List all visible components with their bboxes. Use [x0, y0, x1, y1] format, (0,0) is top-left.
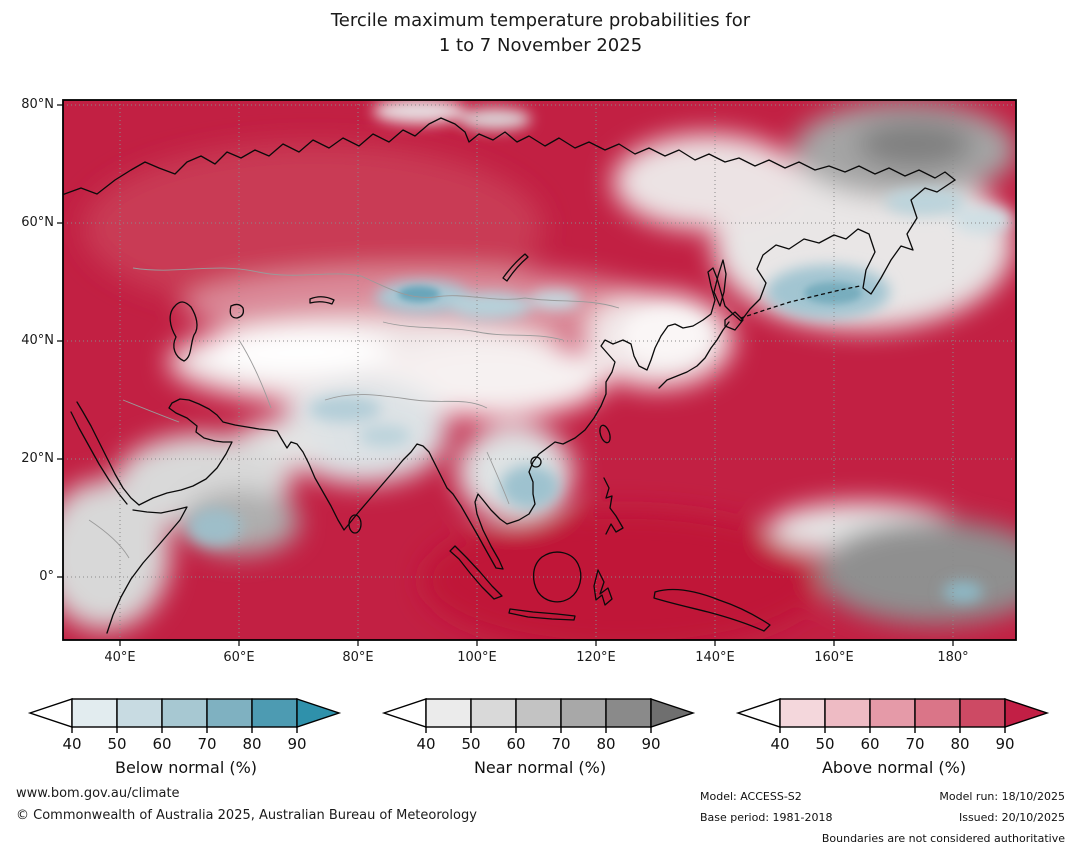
legend-segment — [206, 698, 253, 728]
legend-tick-label: 40 — [416, 735, 435, 752]
base-period-label: Base period: 1981-2018 — [700, 811, 833, 824]
legend-arrow-left — [735, 698, 781, 728]
probability-shading — [63, 100, 1016, 640]
legend-segment — [71, 698, 118, 728]
lon-label-80e: 80°E — [342, 650, 374, 665]
legend-segment — [824, 698, 871, 728]
lon-label-40e: 40°E — [104, 650, 136, 665]
copyright-text: © Commonwealth of Australia 2025, Austra… — [16, 808, 477, 823]
legend-tick-label: 40 — [62, 735, 81, 752]
legend-segment — [959, 698, 1006, 728]
lon-label-100e: 100°E — [457, 650, 497, 665]
legend-tick-label: 50 — [461, 735, 480, 752]
legend-tick-label: 70 — [905, 735, 924, 752]
legend-tick-label: 50 — [107, 735, 126, 752]
lat-label-60n: 60°N — [21, 215, 54, 230]
country-borders — [88, 267, 620, 559]
lon-label-140e: 140°E — [695, 650, 735, 665]
legend-arrow-left — [27, 698, 73, 728]
legend-segment — [515, 698, 562, 728]
legend-segment — [161, 698, 208, 728]
lon-label-120e: 120°E — [576, 650, 616, 665]
legend-segment — [914, 698, 961, 728]
lon-label-180: 180° — [937, 650, 969, 665]
legend-above-normal-bar: 40 50 60 70 80 90 — [735, 698, 1050, 753]
map-canvas — [57, 99, 1017, 646]
legend-below-normal: 40 50 60 70 80 90 Below normal (%) — [26, 696, 346, 777]
legend-segment — [605, 698, 652, 728]
legend-near-normal-bar: 40 50 60 70 80 90 — [381, 698, 696, 753]
legend-segment — [779, 698, 826, 728]
legend-tick-label: 90 — [995, 735, 1014, 752]
boundaries-disclaimer: Boundaries are not considered authoritat… — [821, 832, 1065, 845]
page-title: Tercile maximum temperature probabilitie… — [0, 8, 1081, 58]
legend-tick-label: 40 — [770, 735, 789, 752]
legend-tick-label: 70 — [551, 735, 570, 752]
legend-tick-label: 50 — [815, 735, 834, 752]
legend-segment — [425, 698, 472, 728]
legend-segment — [116, 698, 163, 728]
legend-tick-label: 90 — [641, 735, 660, 752]
title-line-1: Tercile maximum temperature probabilitie… — [330, 10, 751, 31]
legend-arrow-right — [1004, 698, 1050, 728]
map-frame — [62, 99, 1017, 641]
legend-segment — [470, 698, 517, 728]
model-run-label: Model run: 18/10/2025 — [939, 790, 1065, 803]
legend-segment — [251, 698, 298, 728]
legend-tick-label: 80 — [242, 735, 261, 752]
legend-near-normal-label: Near normal (%) — [473, 758, 607, 777]
lon-label-60e: 60°E — [223, 650, 255, 665]
legend-tick-label: 60 — [506, 735, 525, 752]
legend-near-normal: 40 50 60 70 80 90 Near normal (%) — [380, 696, 700, 777]
lat-label-20n: 20°N — [21, 451, 54, 466]
title-line-2: 1 to 7 November 2025 — [438, 35, 643, 56]
lat-label-40n: 40°N — [21, 333, 54, 348]
legend-arrow-right — [650, 698, 696, 728]
lon-label-160e: 160°E — [814, 650, 854, 665]
legend-arrow-right — [296, 698, 342, 728]
lat-label-0: 0° — [39, 569, 54, 584]
legend-arrow-left — [381, 698, 427, 728]
legend-below-normal-label: Below normal (%) — [114, 758, 258, 777]
legend-above-normal-label: Above normal (%) — [821, 758, 967, 777]
legend-tick-label: 90 — [287, 735, 306, 752]
legend-segment — [560, 698, 607, 728]
legend-segment — [869, 698, 916, 728]
legend-tick-label: 70 — [197, 735, 216, 752]
legend-tick-label: 60 — [860, 735, 879, 752]
bom-url-text: www.bom.gov.au/climate — [16, 786, 180, 801]
legend-tick-label: 80 — [950, 735, 969, 752]
coastlines — [63, 117, 956, 634]
axis-ticks — [57, 104, 954, 646]
legend-tick-label: 60 — [152, 735, 171, 752]
legend-tick-label: 80 — [596, 735, 615, 752]
issued-label: Issued: 20/10/2025 — [958, 811, 1065, 824]
lat-label-80n: 80°N — [21, 97, 54, 112]
legend-below-normal-bar: 40 50 60 70 80 90 — [27, 698, 342, 753]
model-label: Model: ACCESS-S2 — [700, 790, 802, 803]
legend-above-normal: 40 50 60 70 80 90 Above normal (%) — [734, 696, 1054, 777]
